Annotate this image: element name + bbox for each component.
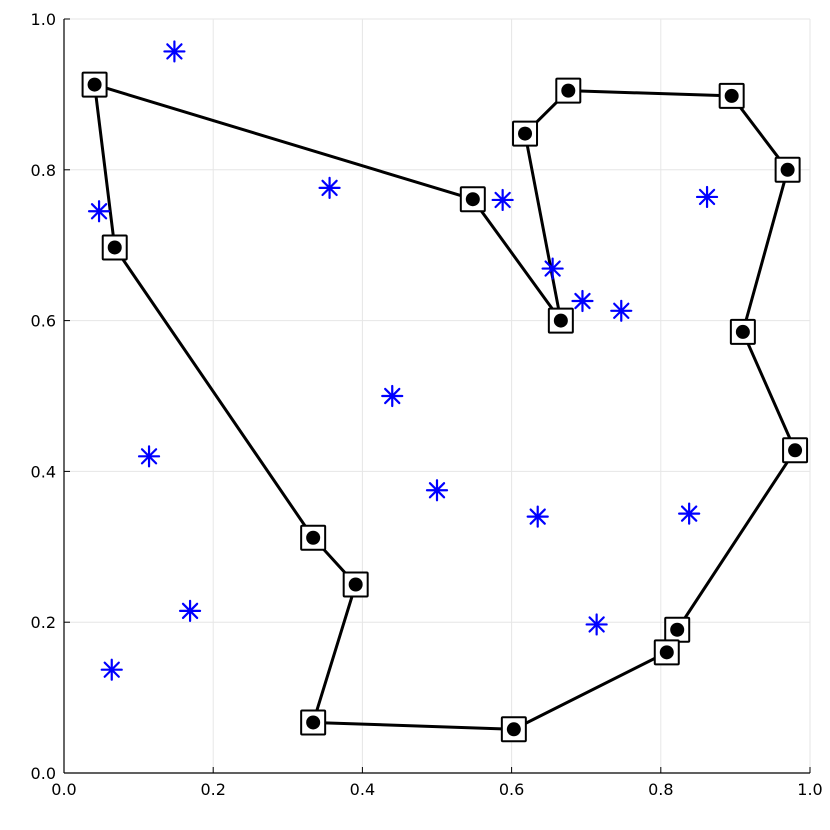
circle-point [518, 126, 533, 141]
asterisk-point [541, 257, 564, 280]
x-tick-label: 0.6 [499, 780, 524, 799]
circle-point [506, 722, 521, 737]
circle-point [659, 645, 674, 660]
x-tick-label: 0.4 [350, 780, 375, 799]
grid-lines [64, 18, 811, 773]
asterisk-stroke [384, 387, 401, 405]
asterisk-stroke [140, 448, 158, 465]
asterisk-point [318, 176, 341, 199]
y-tick-label: 0.4 [31, 462, 56, 481]
circle-point [788, 443, 803, 458]
asterisk-stroke [613, 302, 630, 319]
plot-series [81, 40, 809, 743]
circle-point [670, 622, 685, 637]
asterisk-stroke [544, 260, 561, 277]
y-tick-label: 1.0 [31, 10, 56, 29]
x-tick-label: 0.2 [200, 780, 225, 799]
asterisk-stroke [588, 616, 605, 633]
circle-point [561, 83, 576, 98]
asterisk-stroke [321, 179, 338, 197]
asterisk-stroke [680, 505, 698, 522]
asterisk-point [695, 185, 719, 209]
asterisk-point [100, 658, 123, 681]
asterisk-point [137, 445, 161, 468]
asterisk-point [610, 299, 633, 322]
y-tick-label: 0.8 [31, 161, 56, 180]
asterisk-stroke [574, 292, 591, 310]
asterisk-point [491, 188, 514, 212]
asterisk-stroke [428, 482, 446, 499]
x-tick-label: 0.8 [648, 780, 673, 799]
asterisk-point [87, 200, 111, 223]
circle-point [553, 313, 568, 328]
asterisk-point [163, 40, 186, 63]
circle-point [306, 715, 321, 730]
circle-point [724, 88, 739, 103]
asterisk-point [678, 502, 701, 525]
y-tick-label: 0.2 [31, 613, 56, 632]
y-tick-label: 0.6 [31, 312, 56, 331]
axes: 0.0 0.2 0.4 0.6 0.8 1.0 0.0 0.2 0.4 0.6 0.8 1.0 [31, 10, 823, 799]
asterisk-stroke [103, 661, 120, 678]
circle-point [87, 77, 102, 92]
y-tick-label: 0.0 [31, 764, 56, 783]
circle-point [735, 324, 750, 339]
x-tick-label: 1.0 [797, 780, 822, 799]
asterisk-point [425, 479, 449, 502]
circle-point [465, 192, 480, 207]
circle-point [348, 577, 363, 592]
asterisk-stroke [494, 191, 511, 209]
asterisk-stroke [529, 508, 546, 525]
asterisk-point [526, 505, 549, 528]
asterisk-point [381, 384, 404, 408]
circle-point [107, 240, 122, 255]
x-tick-label: 0.0 [51, 780, 76, 799]
circle-point [306, 530, 321, 545]
asterisk-stroke [166, 43, 183, 60]
asterisk-stroke [698, 188, 716, 206]
asterisk-stroke [181, 602, 199, 620]
asterisk-point [571, 289, 594, 313]
asterisk-point [585, 613, 608, 636]
asterisk-stroke [90, 203, 108, 220]
asterisk-point [178, 599, 202, 622]
circle-point [780, 162, 795, 177]
